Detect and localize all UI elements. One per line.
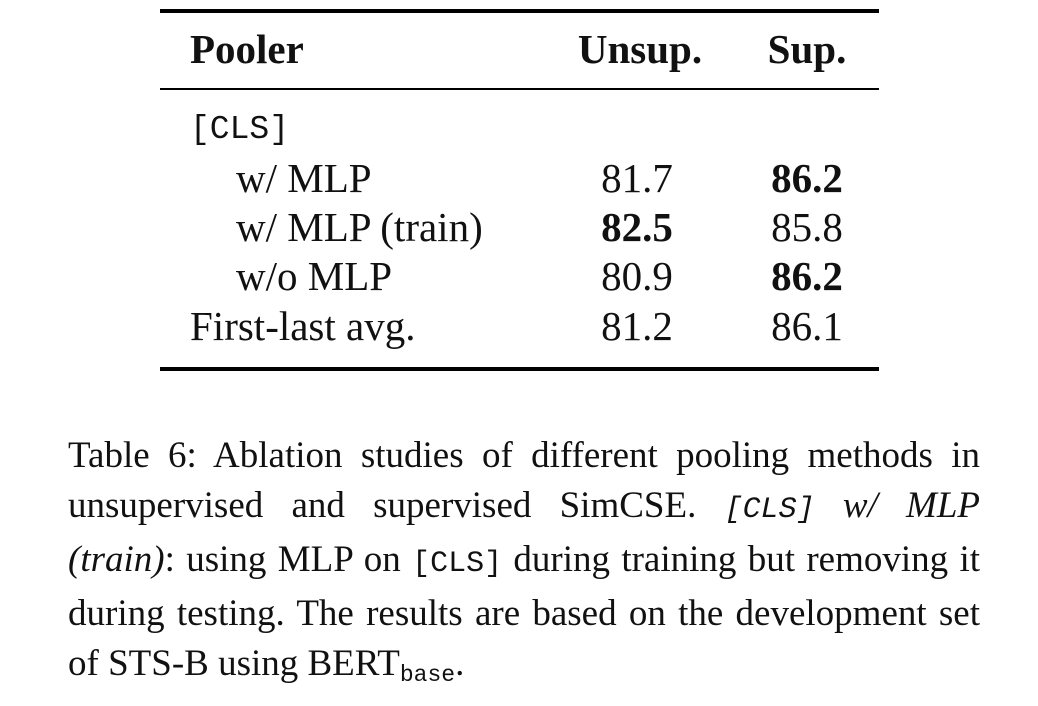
row-label: First-last avg. xyxy=(190,303,416,349)
row-unsup-value: 81.7 xyxy=(601,155,673,201)
caption-end: . xyxy=(455,643,465,684)
row-unsup-value: 82.5 xyxy=(601,204,673,250)
row-unsup-value: 80.9 xyxy=(601,253,673,299)
row-sup-value: 85.8 xyxy=(771,204,843,250)
header-unsup: Unsup. xyxy=(577,26,703,72)
table-caption: Table 6: Ablation studies of different p… xyxy=(68,431,980,689)
table-mid-rule xyxy=(160,88,879,90)
caption-cls-mono: [CLS] xyxy=(724,493,815,527)
group-label-cls: [CLS] xyxy=(190,111,290,148)
table-bottom-rule xyxy=(160,367,879,371)
table-top-rule xyxy=(160,9,879,13)
row-sup-value: 86.1 xyxy=(771,303,843,349)
caption-lead: Table 6: Ablation studies of different p… xyxy=(68,435,980,526)
row-unsup-value: 81.2 xyxy=(601,303,673,349)
header-pooler: Pooler xyxy=(190,26,304,72)
row-label: w/ MLP xyxy=(236,155,372,201)
row-label: w/ MLP (train) xyxy=(236,204,483,250)
caption-subscript: base xyxy=(399,662,456,688)
row-sup-value: 86.2 xyxy=(771,253,843,299)
row-label: w/o MLP xyxy=(236,253,393,299)
row-sup-value: 86.2 xyxy=(771,155,843,201)
caption-rest: during training but removing it during t… xyxy=(68,539,981,684)
caption-cls-mono-2: [CLS] xyxy=(412,547,503,581)
caption-mid: : using MLP on xyxy=(164,539,401,580)
caption-ref-italic: w/ MLP (train) xyxy=(68,485,981,580)
header-sup: Sup. xyxy=(767,26,847,72)
